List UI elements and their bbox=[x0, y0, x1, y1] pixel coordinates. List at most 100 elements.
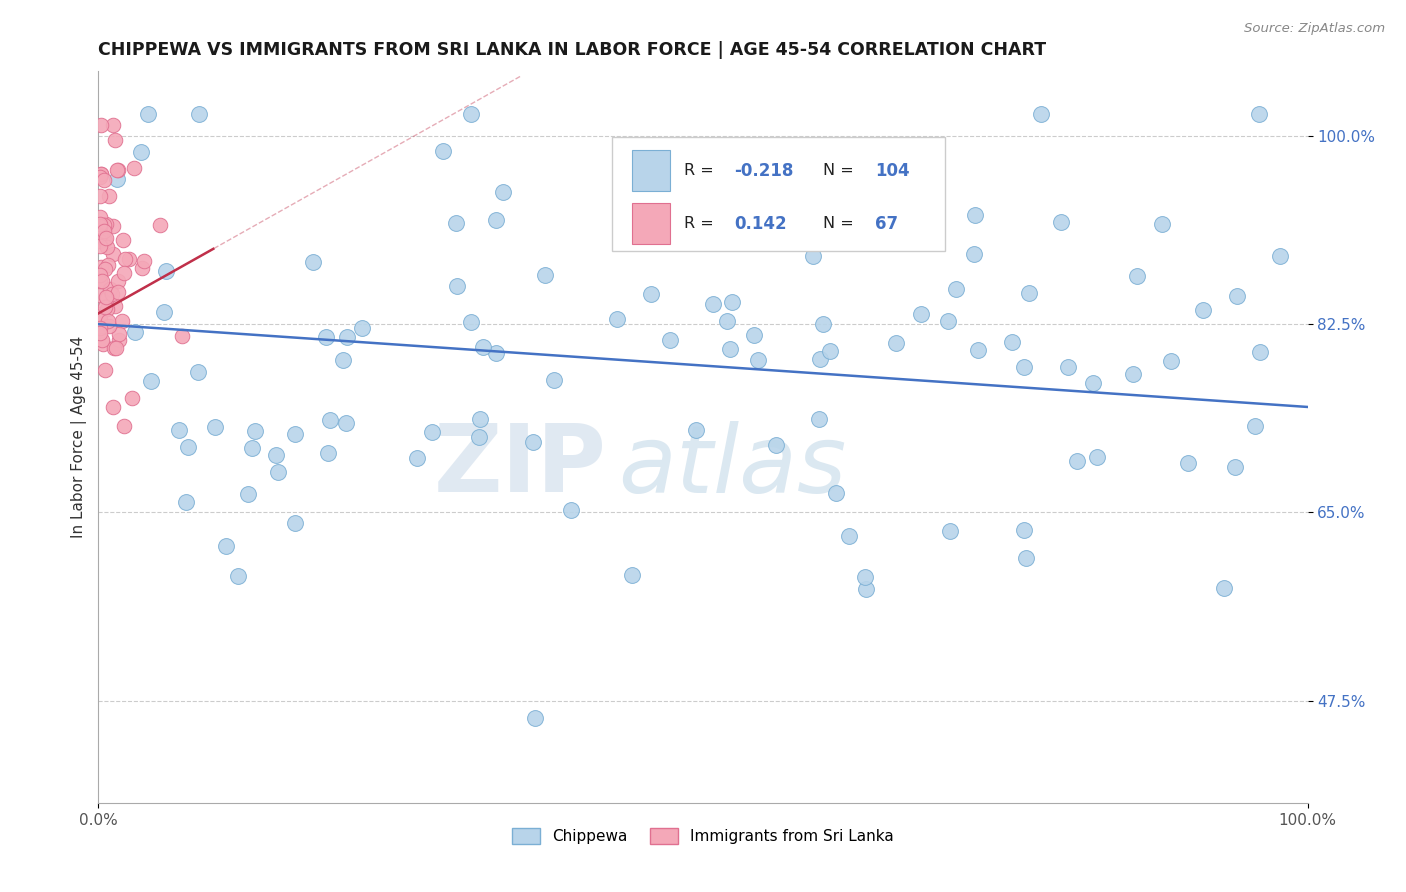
Point bbox=[132, 254, 155, 268]
Point bbox=[98, 318, 121, 333]
Point bbox=[90, 167, 112, 181]
Point bbox=[747, 353, 769, 368]
Point bbox=[659, 333, 682, 347]
Point bbox=[316, 446, 339, 460]
Point bbox=[93, 173, 115, 187]
Text: R =: R = bbox=[683, 216, 718, 231]
Point bbox=[1160, 354, 1182, 368]
Text: 104: 104 bbox=[875, 161, 910, 179]
Point bbox=[702, 297, 724, 311]
Point bbox=[468, 412, 491, 426]
Point bbox=[606, 312, 628, 326]
Point bbox=[94, 217, 117, 231]
Point bbox=[89, 274, 111, 288]
Point bbox=[169, 423, 191, 437]
Point bbox=[187, 365, 209, 379]
Point bbox=[1018, 286, 1040, 301]
Point bbox=[97, 259, 120, 273]
FancyBboxPatch shape bbox=[613, 137, 945, 251]
Point bbox=[112, 233, 135, 247]
Point bbox=[90, 333, 112, 347]
Point bbox=[124, 326, 146, 340]
Point bbox=[1029, 107, 1052, 121]
Point bbox=[107, 285, 129, 299]
Point bbox=[716, 314, 738, 328]
Point bbox=[1223, 460, 1246, 475]
Point bbox=[114, 252, 136, 267]
Point bbox=[853, 570, 876, 584]
Point bbox=[485, 346, 508, 360]
Point bbox=[94, 300, 117, 314]
Point bbox=[129, 145, 152, 160]
Point bbox=[1192, 303, 1215, 318]
Point bbox=[472, 340, 495, 354]
Point bbox=[1249, 107, 1271, 121]
Point bbox=[485, 213, 508, 227]
Point bbox=[963, 247, 986, 261]
Point bbox=[176, 440, 198, 454]
Point bbox=[686, 199, 709, 213]
Point bbox=[236, 487, 259, 501]
Point bbox=[460, 315, 482, 329]
Point bbox=[612, 222, 634, 236]
Point bbox=[1001, 334, 1024, 349]
Point bbox=[838, 529, 860, 543]
Point bbox=[284, 427, 307, 442]
Point bbox=[1012, 359, 1035, 374]
Point bbox=[101, 118, 124, 132]
Point bbox=[1081, 376, 1104, 391]
Point bbox=[315, 330, 337, 344]
Point bbox=[118, 252, 141, 266]
Text: N =: N = bbox=[823, 163, 859, 178]
Point bbox=[533, 268, 555, 282]
Point bbox=[96, 240, 118, 254]
Point bbox=[89, 326, 111, 340]
Point bbox=[153, 305, 176, 319]
Point bbox=[243, 425, 266, 439]
Point bbox=[105, 163, 128, 178]
Point bbox=[89, 307, 111, 321]
Point bbox=[89, 219, 111, 233]
Point bbox=[131, 260, 153, 275]
Point bbox=[938, 524, 960, 538]
Point bbox=[93, 219, 115, 233]
Point bbox=[468, 429, 491, 443]
Point bbox=[721, 294, 744, 309]
FancyBboxPatch shape bbox=[631, 202, 671, 244]
Point bbox=[89, 312, 111, 326]
Point bbox=[491, 185, 513, 199]
Point bbox=[89, 268, 111, 282]
Point bbox=[141, 374, 163, 388]
Point bbox=[855, 582, 877, 597]
Y-axis label: In Labor Force | Age 45-54: In Labor Force | Age 45-54 bbox=[72, 336, 87, 538]
Point bbox=[1249, 345, 1271, 359]
Point bbox=[685, 424, 707, 438]
Point bbox=[89, 227, 111, 242]
Point bbox=[89, 239, 111, 253]
Point bbox=[149, 218, 172, 232]
Point bbox=[101, 219, 124, 234]
Point bbox=[103, 401, 125, 415]
Point bbox=[94, 231, 117, 245]
Point bbox=[105, 172, 128, 186]
Point bbox=[420, 425, 443, 439]
Point bbox=[89, 234, 111, 248]
Text: CHIPPEWA VS IMMIGRANTS FROM SRI LANKA IN LABOR FORCE | AGE 45-54 CORRELATION CHA: CHIPPEWA VS IMMIGRANTS FROM SRI LANKA IN… bbox=[98, 41, 1046, 59]
Point bbox=[824, 485, 846, 500]
Point bbox=[1057, 360, 1080, 375]
Point bbox=[103, 247, 125, 261]
Text: R =: R = bbox=[683, 163, 718, 178]
Point bbox=[91, 274, 114, 288]
Point bbox=[284, 516, 307, 531]
Point bbox=[90, 167, 112, 181]
Point bbox=[936, 314, 959, 328]
Point bbox=[560, 503, 582, 517]
Point bbox=[1122, 368, 1144, 382]
Point bbox=[1066, 454, 1088, 468]
Point bbox=[187, 107, 209, 121]
Point bbox=[811, 317, 834, 331]
Point bbox=[136, 107, 159, 121]
Text: 0.142: 0.142 bbox=[734, 215, 787, 233]
Point bbox=[93, 362, 115, 376]
Point bbox=[967, 343, 990, 357]
